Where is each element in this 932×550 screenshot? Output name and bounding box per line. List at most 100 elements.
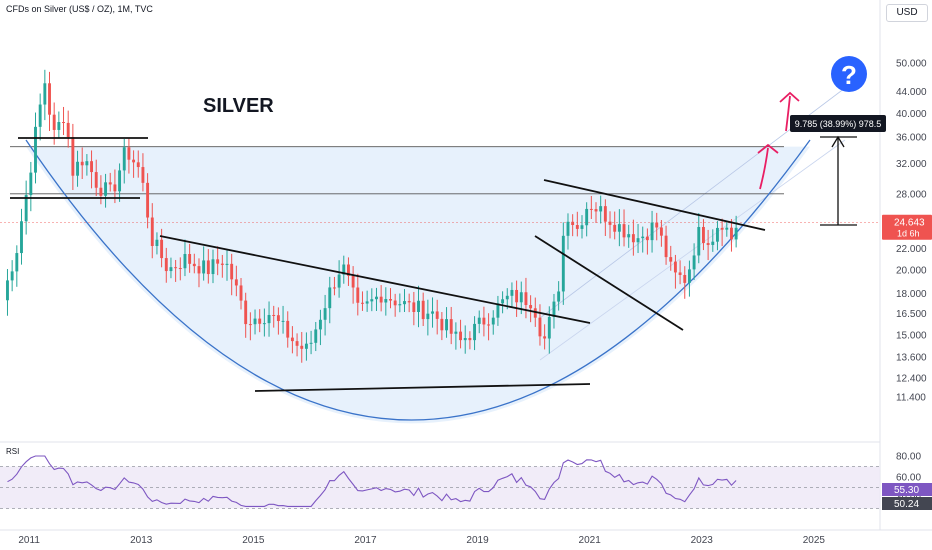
candle-body: [641, 236, 645, 239]
candle-body: [351, 275, 355, 288]
time-tick-label: 2015: [242, 535, 265, 546]
candle: [347, 257, 350, 286]
candle-body: [328, 287, 332, 309]
candle-body: [571, 221, 575, 226]
candle-body: [613, 224, 617, 232]
candle-body: [389, 299, 392, 301]
rsi-tick-label: 80.00: [896, 452, 921, 463]
candle-body: [454, 331, 458, 334]
candle: [473, 316, 477, 351]
candle: [20, 208, 23, 265]
candle: [262, 308, 266, 337]
candle-body: [155, 239, 159, 247]
candle: [202, 246, 206, 281]
time-tick-label: 2011: [18, 535, 40, 546]
candle: [52, 102, 56, 145]
candle-body: [318, 319, 322, 330]
price-tick-label: 36.000: [896, 133, 927, 144]
candle: [164, 247, 168, 283]
candle: [6, 269, 9, 316]
candle: [244, 292, 248, 338]
candle: [687, 260, 691, 297]
candle-body: [206, 260, 210, 275]
candle: [566, 213, 570, 250]
candle-body: [505, 295, 509, 300]
measure-arrowhead: [831, 135, 845, 148]
candle-body: [304, 343, 308, 349]
candle: [515, 280, 519, 317]
candle-body: [496, 303, 500, 318]
candle: [174, 259, 178, 282]
candle: [603, 199, 607, 236]
candle: [575, 211, 579, 237]
candle-body: [711, 241, 715, 245]
candle: [622, 209, 626, 247]
rsi-value-primary: 55.30: [894, 485, 919, 496]
candle-body: [71, 137, 75, 176]
candle: [66, 110, 70, 148]
candle-body: [220, 263, 224, 265]
arrow-shaft: [759, 147, 769, 190]
candle-body: [361, 302, 364, 304]
candle: [379, 285, 383, 312]
candle: [407, 293, 411, 313]
candle: [276, 307, 280, 335]
candle: [85, 154, 89, 176]
candle-body: [211, 259, 215, 275]
candle-body: [365, 301, 369, 304]
candle-body: [487, 324, 491, 326]
candle-body: [384, 299, 388, 303]
candle-body: [594, 209, 598, 212]
candle-body: [673, 261, 677, 273]
channel-guide-upper: [539, 87, 846, 319]
candle-body: [379, 296, 383, 303]
candle-body: [169, 267, 173, 272]
time-tick-label: 2013: [130, 535, 153, 546]
candle: [421, 292, 425, 326]
candle: [435, 299, 439, 335]
candle: [716, 221, 719, 251]
candle-body: [655, 222, 659, 228]
candle: [463, 325, 467, 354]
candle-body: [575, 225, 579, 229]
candle: [248, 312, 252, 341]
candle-body: [85, 161, 89, 166]
candle: [398, 293, 402, 313]
candle: [431, 297, 434, 328]
candle: [529, 295, 533, 323]
candle-body: [636, 238, 640, 243]
candle-body: [734, 227, 738, 240]
candle-body: [122, 147, 126, 171]
candle-body: [519, 292, 523, 303]
candle: [290, 326, 294, 354]
candle-body: [248, 324, 252, 326]
candle-body: [132, 159, 136, 163]
candle-body: [552, 301, 556, 317]
candle: [375, 287, 378, 311]
candle-body: [426, 313, 430, 320]
candle-body: [290, 337, 294, 342]
candle-body: [435, 311, 439, 319]
candle-body: [342, 264, 346, 275]
currency-button[interactable]: USD: [886, 4, 928, 22]
candle: [136, 150, 140, 178]
price-tick-label: 44.000: [896, 87, 927, 98]
candle-body: [445, 319, 448, 331]
candle: [141, 153, 145, 192]
candle: [118, 163, 122, 202]
candle: [323, 294, 327, 336]
measure-tool: 9.785 (38.99%) 978.5: [790, 115, 886, 226]
candle: [267, 301, 271, 337]
candle-body: [622, 224, 626, 238]
candle: [552, 293, 556, 329]
candle-body: [197, 266, 201, 274]
candle-body: [183, 253, 187, 269]
candle-body: [34, 126, 37, 173]
candle: [146, 173, 150, 229]
candle-body: [272, 314, 276, 316]
candle: [659, 220, 663, 247]
candle-body: [48, 83, 51, 115]
candle: [29, 161, 33, 212]
candle: [24, 180, 28, 235]
